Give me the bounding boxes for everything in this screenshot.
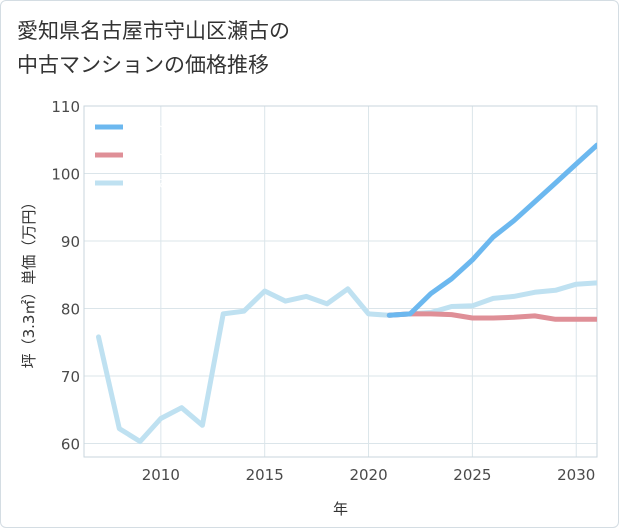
y-tick-label: 80: [61, 301, 80, 319]
grid: [84, 105, 597, 457]
chart-title-line2: 中古マンションの価格推移: [17, 53, 269, 77]
chart-title: 愛知県名古屋市守山区瀬古の 中古マンションの価格推移: [17, 14, 577, 82]
chart-title-line1: 愛知県名古屋市守山区瀬古の: [17, 19, 290, 43]
legend-label: バッドシナリオ: [130, 148, 214, 162]
y-tick-label: 100: [51, 166, 80, 184]
series: [96, 142, 597, 444]
x-tick-label: 2010: [142, 466, 180, 484]
series-line-3: [96, 280, 597, 444]
x-tick-label: 2030: [557, 466, 595, 484]
x-tick-label: 2020: [349, 466, 387, 484]
legend-label: ノーマルシナリオ: [130, 176, 226, 190]
y-tick-label: 90: [61, 233, 80, 251]
y-axis-label: 坪（3.3㎡）単価（万円）: [20, 195, 38, 369]
y-tick-label: 110: [51, 98, 80, 116]
x-tick-label: 2025: [453, 466, 491, 484]
axes: 60 70 80 90 100 110 2010 2015 2020 2025 2030: [51, 98, 595, 484]
series-line-1: [386, 142, 597, 318]
x-axis-label: 年: [333, 500, 348, 518]
y-tick-label: 70: [61, 368, 80, 386]
x-tick-label: 2015: [246, 466, 284, 484]
series-line-2: [386, 311, 597, 322]
y-tick-label: 60: [61, 436, 80, 454]
legend-label: グッドシナリオ: [130, 120, 214, 134]
